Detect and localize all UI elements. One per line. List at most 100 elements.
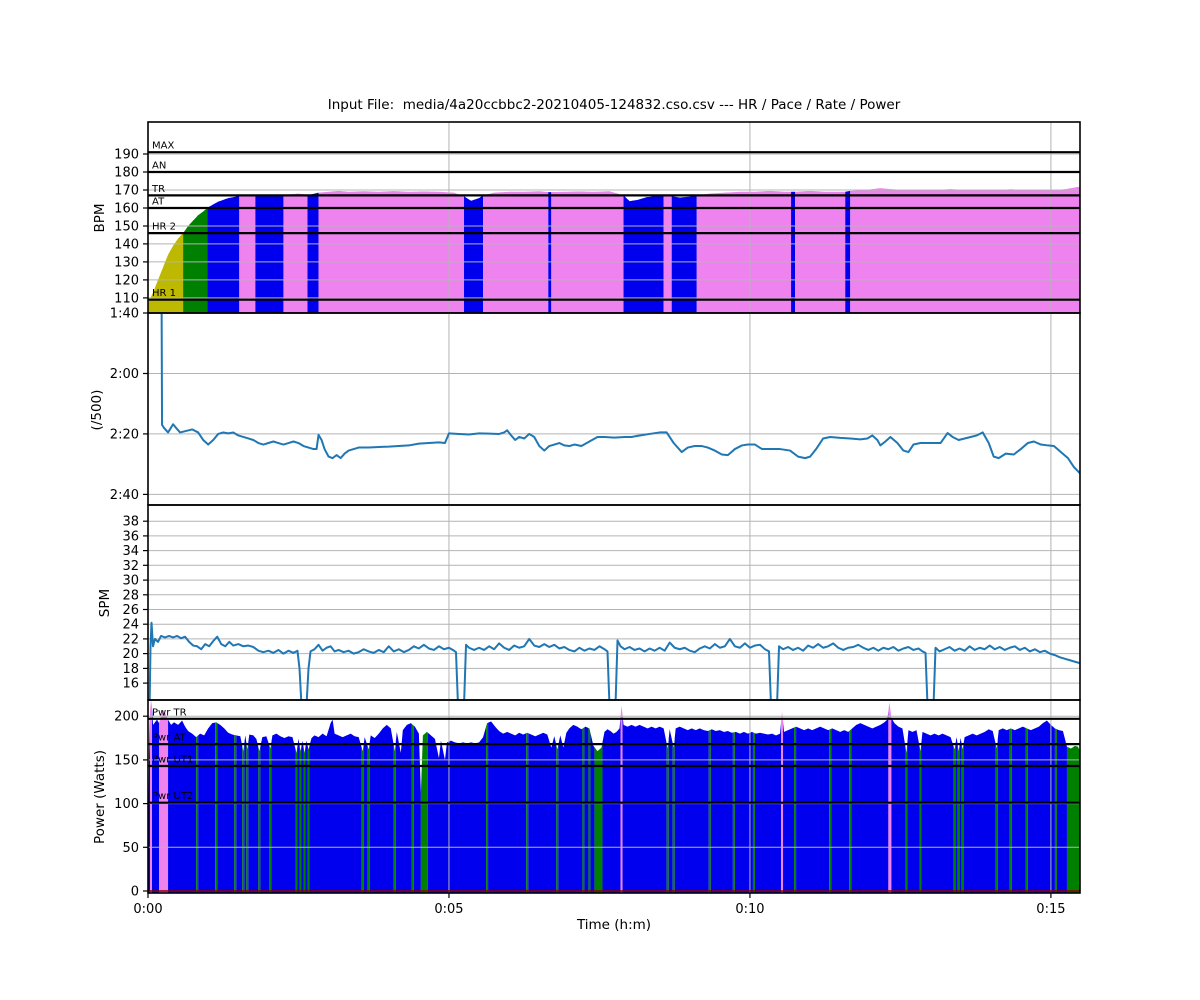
- x-tick-label: 0:05: [434, 902, 463, 917]
- power-zone-segment: [271, 733, 296, 893]
- hr-zone-segment: [791, 191, 796, 313]
- y-tick-label: 100: [114, 797, 139, 812]
- power-zone-segment: [244, 735, 247, 893]
- hr-zone-segment: [850, 186, 1080, 313]
- power-zone-segment: [393, 741, 396, 893]
- spm-line: [148, 621, 1080, 700]
- power-zone-segment: [242, 743, 245, 893]
- x-tick-label: 0:10: [735, 902, 764, 917]
- power-zone-segment: [526, 732, 529, 893]
- power-zone-segment: [796, 726, 830, 893]
- power-zone-segment: [217, 722, 235, 893]
- power-subplot: Pwr TR Pwr AT Pwr UT1 Pwr UT2 200 150 100 50 0: [114, 699, 1081, 900]
- power-zone-segment: [794, 726, 797, 893]
- hr-zone-segment: [207, 195, 240, 313]
- power-zone-segment: [905, 741, 908, 893]
- threshold-label-pwr-ut1: Pwr UT1: [152, 755, 193, 766]
- x-tick-label: 0:00: [133, 902, 162, 917]
- power-zone-segment: [152, 707, 160, 893]
- pace-line: [160, 313, 1080, 474]
- hr-zone-segment: [318, 190, 465, 313]
- y-axis-label-power: Power (Watts): [92, 749, 108, 845]
- power-zone-segment: [961, 743, 964, 893]
- y-tick-label: 140: [114, 237, 139, 252]
- power-zone-fill: [148, 700, 1080, 893]
- hr-zone-segment: [696, 190, 792, 313]
- hr-zone-segment: [148, 233, 184, 313]
- power-zone-segment: [953, 743, 956, 893]
- power-zone-segment: [919, 741, 922, 893]
- threshold-label-an: AN: [152, 161, 166, 172]
- y-tick-label: 28: [122, 588, 139, 603]
- power-zone-segment: [831, 728, 850, 893]
- power-zone-segment: [248, 734, 259, 893]
- power-zone-segment: [363, 737, 368, 893]
- y-tick-label: 30: [122, 574, 139, 589]
- x-axis-ticks: 0:00 0:05 0:10 0:15: [133, 893, 1066, 917]
- threshold-label-tr: TR: [151, 184, 165, 195]
- power-zone-segment: [258, 746, 261, 893]
- power-zone-segment: [666, 738, 669, 893]
- power-zone-segment: [236, 735, 243, 893]
- power-zone-segment: [997, 728, 1010, 893]
- hr-subplot: MAX AN TR AT HR 2 HR 1 190 180 170 160 150 140 130 12…: [114, 121, 1081, 314]
- y-tick-label: 26: [122, 603, 139, 618]
- threshold-label-pwr-tr: Pwr TR: [152, 707, 187, 718]
- power-zone-segment: [411, 724, 414, 893]
- hr-zone-fill: [148, 186, 1080, 313]
- hr-zone-segment: [551, 191, 624, 313]
- y-tick-label: 200: [114, 710, 139, 725]
- y-tick-label: 180: [114, 166, 139, 181]
- power-zone-segment: [307, 745, 310, 893]
- y-tick-label: 50: [122, 841, 139, 856]
- power-zone-segment: [303, 746, 306, 893]
- x-axis-label: Time (h:m): [576, 917, 652, 933]
- power-zone-segment: [297, 738, 300, 893]
- y-tick-label: 20: [122, 647, 139, 662]
- power-zone-segment: [995, 739, 998, 893]
- power-zone-segment: [246, 741, 249, 893]
- power-zone-segment: [957, 744, 960, 893]
- y-tick-label: 1:40: [110, 307, 139, 322]
- power-zone-segment: [1009, 728, 1012, 893]
- power-zone-segment: [301, 740, 304, 893]
- power-zone-segment: [955, 737, 958, 893]
- power-thresholds: Pwr TR Pwr AT Pwr UT1 Pwr UT2: [148, 707, 1080, 804]
- y-tick-label: 2:00: [110, 367, 139, 382]
- threshold-label-at: AT: [152, 197, 165, 208]
- power-zone-segment: [710, 729, 733, 893]
- y-tick-label: 110: [114, 291, 139, 306]
- power-zone-segment: [963, 729, 996, 893]
- hr-y-ticks: 190 180 170 160 150 140 130 120 110: [114, 148, 148, 306]
- power-zone-segment: [849, 729, 852, 893]
- y-tick-label: 32: [122, 559, 139, 574]
- y-tick-label: 38: [122, 515, 139, 530]
- power-zone-segment: [488, 721, 527, 893]
- power-zone-segment: [299, 745, 302, 893]
- power-zone-segment: [1056, 729, 1067, 893]
- power-zone-segment: [959, 738, 962, 893]
- power-zone-segment: [584, 726, 589, 893]
- power-zone-segment: [420, 731, 428, 893]
- power-zone-segment: [1025, 727, 1028, 893]
- power-zone-segment: [150, 700, 153, 893]
- power-zone-segment: [367, 742, 370, 893]
- hr-zone-segment: [663, 195, 672, 313]
- y-tick-label: 2:20: [110, 427, 139, 442]
- power-zone-segment: [829, 728, 832, 893]
- power-zone-segment: [427, 726, 487, 893]
- power-zone-segment: [528, 732, 557, 893]
- y-tick-label: 120: [114, 273, 139, 288]
- power-y-ticks: 200 150 100 50 0: [114, 710, 148, 900]
- pace-plot-area: [148, 313, 1080, 505]
- hr-zone-segment: [845, 190, 851, 313]
- hr-zone-segment: [795, 190, 846, 313]
- y-axis-label-spm: SPM: [97, 588, 113, 618]
- threshold-label-hr-2: HR 2: [152, 222, 176, 233]
- power-zone-segment: [305, 740, 308, 893]
- y-tick-label: 24: [122, 618, 139, 633]
- power-zone-segment: [413, 725, 421, 893]
- power-zone-segment: [734, 731, 753, 893]
